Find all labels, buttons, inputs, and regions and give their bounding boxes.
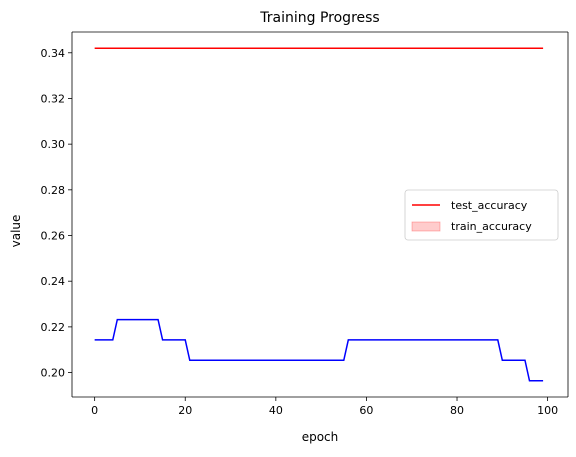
y-tick-label: 0.20: [41, 367, 66, 380]
x-tick-label: 20: [178, 404, 192, 417]
y-tick-label: 0.22: [41, 321, 66, 334]
chart-title: Training Progress: [259, 10, 379, 26]
x-tick-label: 100: [537, 404, 558, 417]
y-tick-label: 0.26: [41, 230, 66, 243]
legend-label: train_accuracy: [451, 220, 532, 233]
x-tick-label: 40: [269, 404, 283, 417]
legend-label: test_accuracy: [451, 199, 528, 212]
plot-area: 0 20 40 60 80 100 0.20 0.22 0.24 0.26 0.28 0.30 0.32…: [41, 31, 569, 417]
legend-box: [404, 189, 559, 241]
series-line-2: [94, 318, 544, 382]
x-tick-label: 60: [359, 404, 373, 417]
y-axis-label: value: [9, 215, 23, 248]
y-tick-label: 0.24: [41, 275, 66, 288]
x-tick-label: 80: [450, 404, 464, 417]
x-axis-label: epoch: [302, 430, 339, 444]
legend-swatch-band: [411, 221, 441, 232]
legend: test_accuracy train_accuracy: [404, 189, 559, 241]
y-tick-label: 0.28: [41, 184, 66, 197]
y-tick-label: 0.32: [41, 92, 66, 105]
y-tick-label: 0.34: [41, 47, 66, 60]
y-tick-label: 0.30: [41, 138, 66, 151]
x-tick-label: 0: [91, 404, 98, 417]
